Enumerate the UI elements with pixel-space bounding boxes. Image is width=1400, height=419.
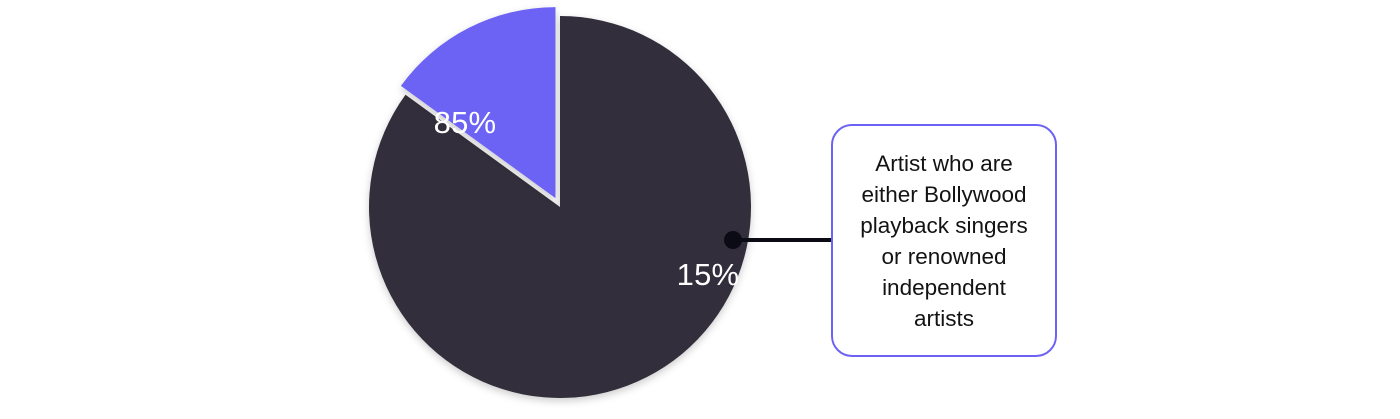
- pie-slices: [369, 7, 752, 398]
- annotation-callout-text: Artist who are either Bollywood playback…: [860, 150, 1028, 331]
- annotation-leader: [724, 231, 832, 249]
- annotation-callout-box[interactable]: Artist who are either Bollywood playback…: [831, 124, 1057, 357]
- pie-slice-major[interactable]: [369, 16, 752, 398]
- leader-dot-marker[interactable]: [724, 231, 742, 249]
- pie-slice-label-highlight: 15%: [677, 257, 740, 292]
- pie-slice-labels: 85% 15%: [434, 105, 740, 292]
- pie-slice-label-major: 85%: [434, 105, 497, 140]
- pie-slice-highlight[interactable]: [400, 7, 556, 199]
